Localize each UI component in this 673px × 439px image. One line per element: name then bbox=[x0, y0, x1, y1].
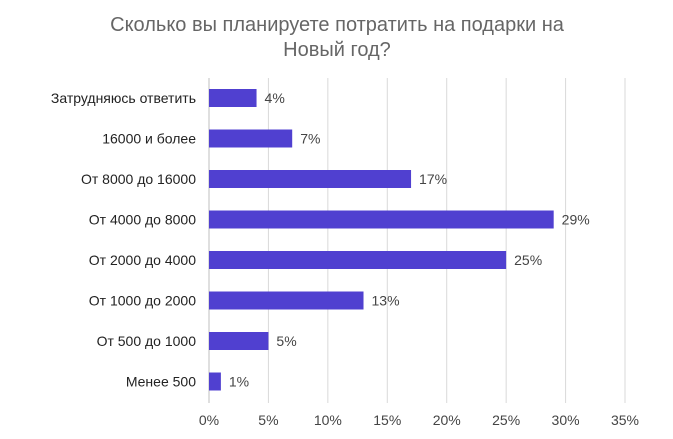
x-tick-label: 25% bbox=[492, 412, 520, 428]
x-tick-label: 20% bbox=[433, 412, 461, 428]
data-label: 5% bbox=[276, 333, 296, 349]
category-label: Затрудняюсь ответить bbox=[51, 90, 196, 106]
category-label: От 4000 до 8000 bbox=[89, 212, 196, 228]
category-label: От 2000 до 4000 bbox=[89, 252, 196, 268]
bar bbox=[209, 332, 269, 350]
category-label: Менее 500 bbox=[126, 374, 196, 390]
bar bbox=[209, 372, 221, 391]
bar bbox=[209, 89, 257, 107]
category-label: От 8000 до 16000 bbox=[81, 171, 196, 187]
bar bbox=[209, 170, 412, 188]
bars bbox=[209, 89, 554, 391]
x-tick-label: 5% bbox=[258, 412, 278, 428]
x-tick-label: 10% bbox=[314, 412, 342, 428]
bar bbox=[209, 129, 293, 148]
category-label: 16000 и более bbox=[102, 131, 196, 147]
data-label: 4% bbox=[265, 90, 285, 106]
x-tick-label: 15% bbox=[373, 412, 401, 428]
gridlines bbox=[267, 78, 626, 403]
data-labels: 4% 7% 17% 29% 25% 13% 5% 1% bbox=[229, 90, 590, 390]
data-label: 1% bbox=[229, 374, 249, 390]
bar bbox=[209, 210, 554, 229]
x-tick-labels: 0% 5% 10% 15% 20% 25% 30% 35% bbox=[199, 412, 639, 428]
bar bbox=[209, 251, 507, 269]
category-labels: Затрудняюсь ответить 16000 и более От 8000… bbox=[51, 90, 196, 390]
data-label: 29% bbox=[562, 212, 590, 228]
data-label: 17% bbox=[419, 171, 447, 187]
x-tick-label: 35% bbox=[611, 412, 639, 428]
x-tick-label: 0% bbox=[199, 412, 219, 428]
data-label: 13% bbox=[372, 293, 400, 309]
chart-title: Сколько вы планируете потратить на подар… bbox=[110, 14, 565, 61]
chart-title-line-1: Сколько вы планируете потратить на подар… bbox=[110, 14, 565, 36]
data-label: 25% bbox=[514, 252, 542, 268]
data-label: 7% bbox=[300, 131, 320, 147]
chart-title-line-2: Новый год? bbox=[283, 39, 391, 61]
category-label: От 1000 до 2000 bbox=[89, 293, 196, 309]
category-label: От 500 до 1000 bbox=[97, 333, 197, 349]
bar bbox=[209, 291, 364, 310]
x-tick-label: 30% bbox=[552, 412, 580, 428]
